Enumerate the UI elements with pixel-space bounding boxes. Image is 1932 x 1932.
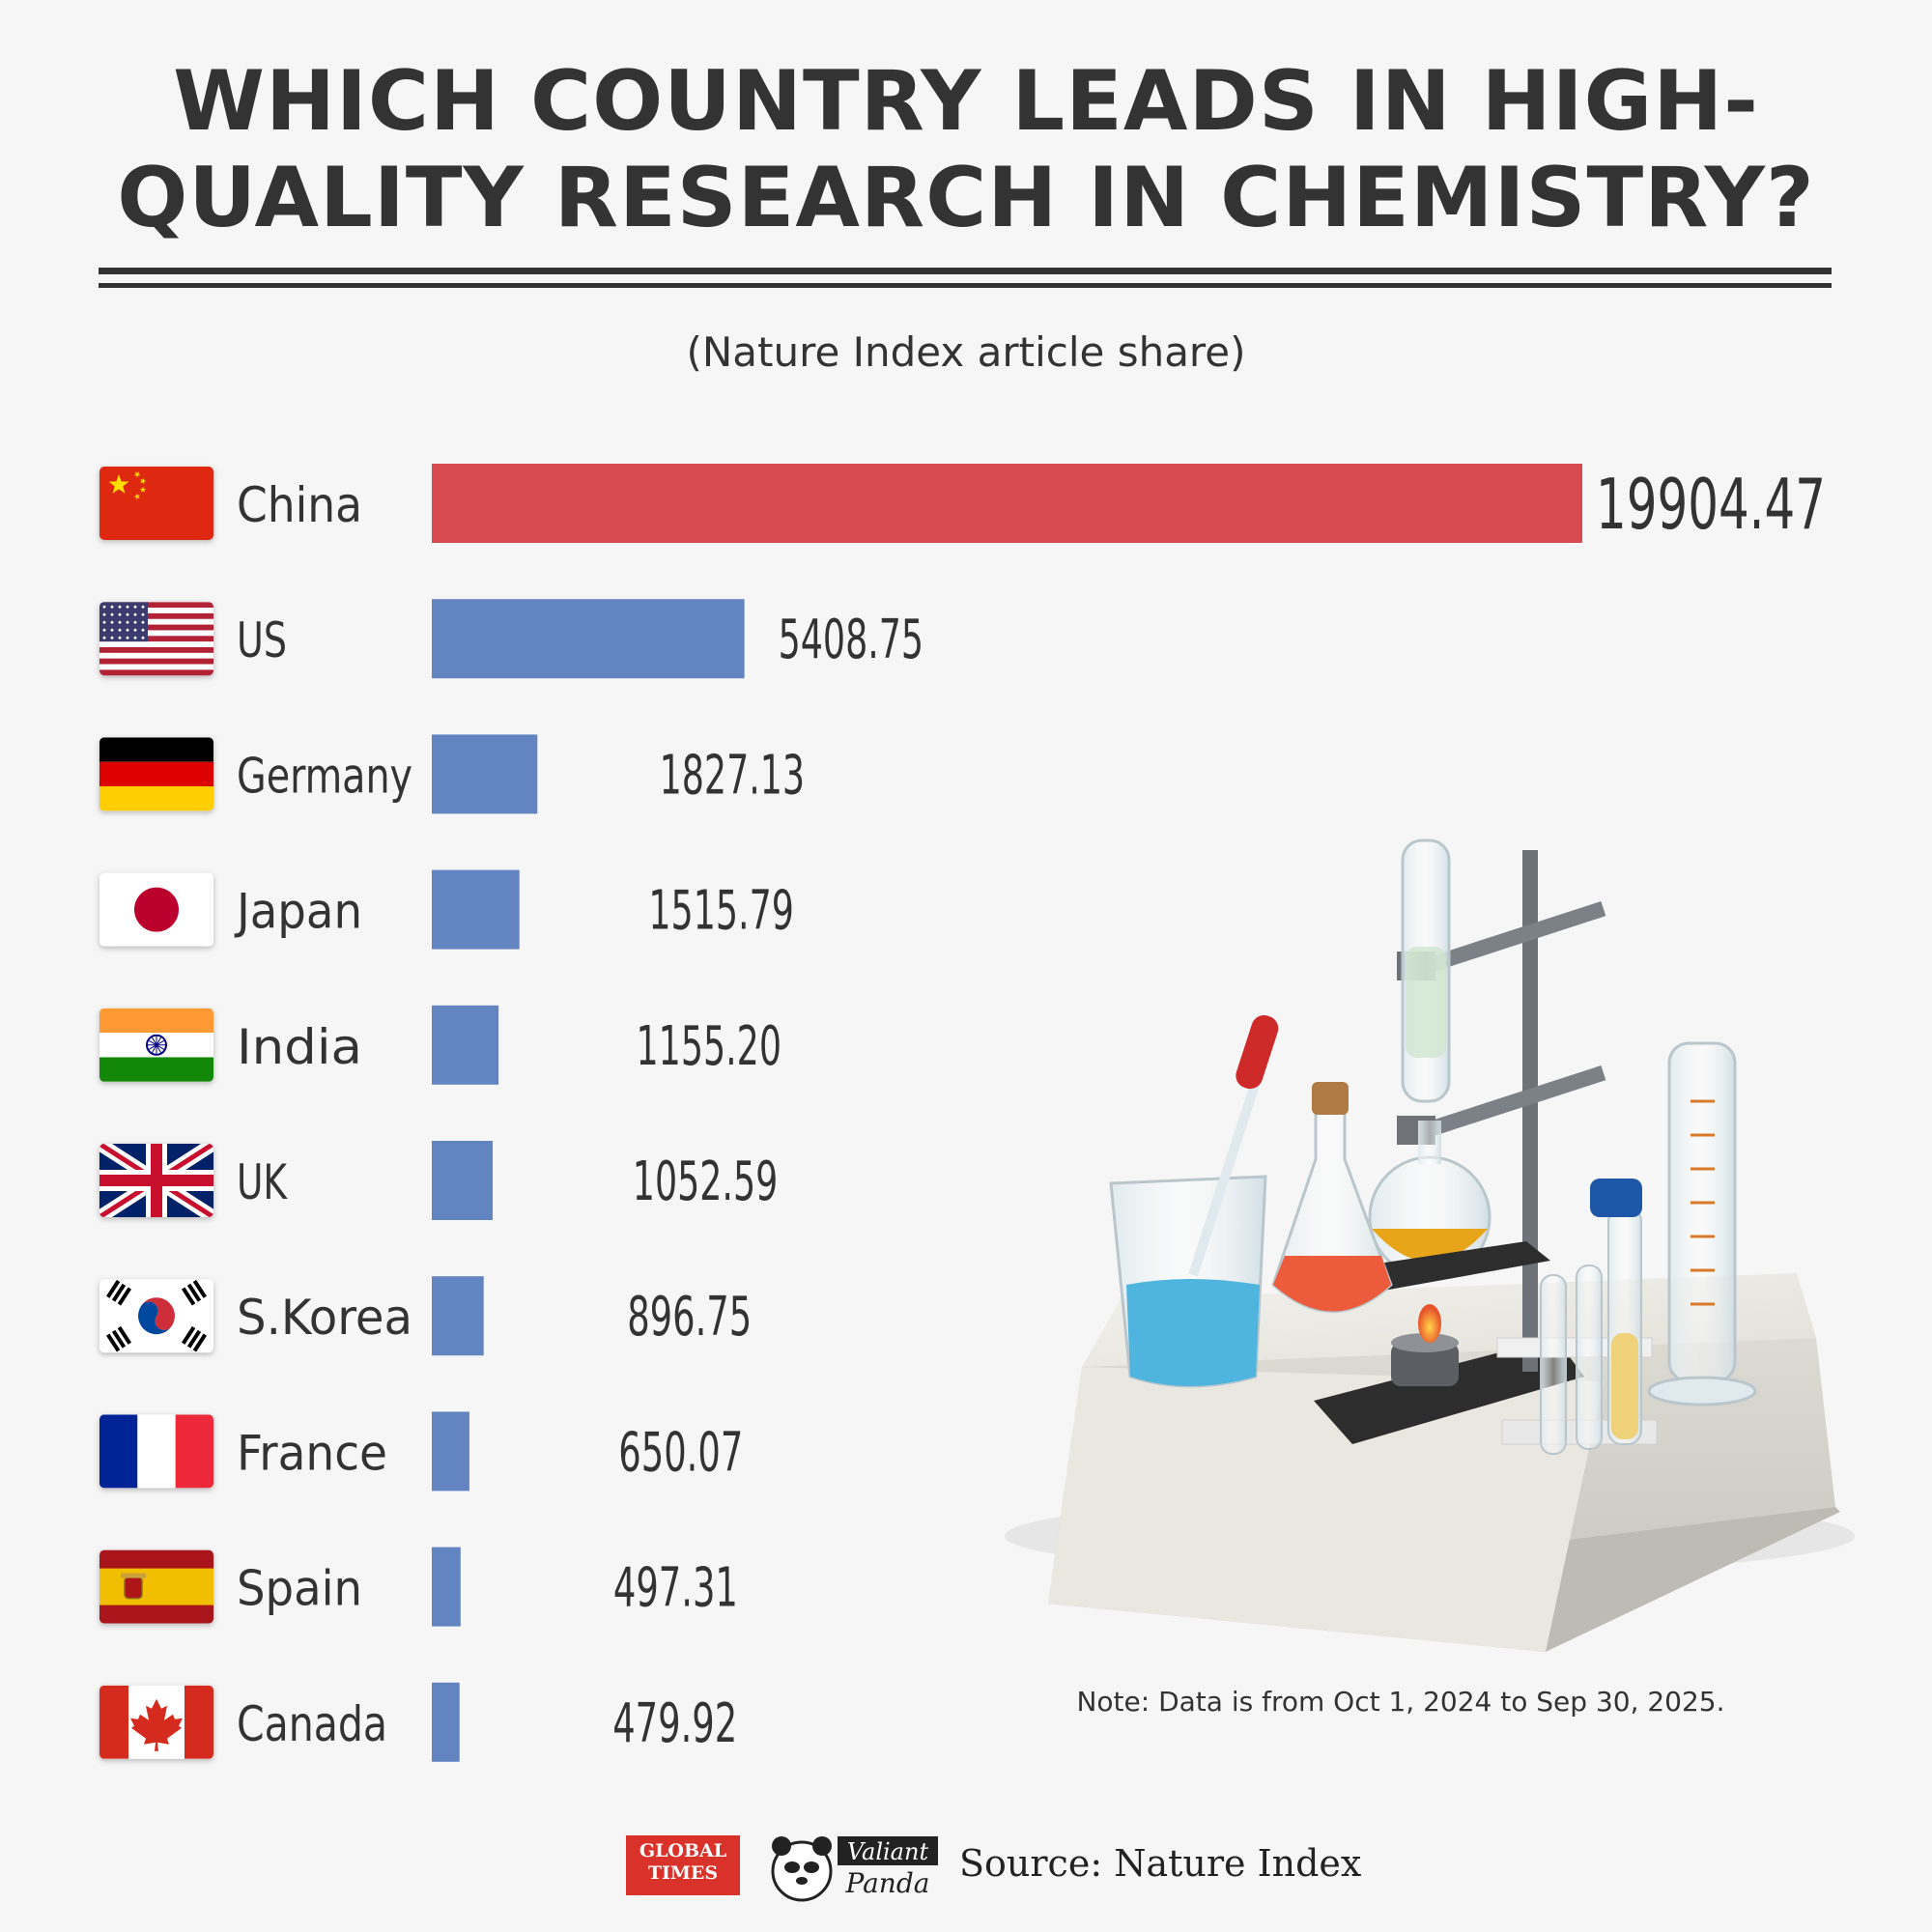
category-label-spain: Spain (237, 1561, 362, 1617)
footer: GLOBAL TIMES Valiant Panda Source: Natur… (0, 1831, 1932, 1908)
category-label-india: India (237, 1019, 362, 1075)
value-label-france: 650.07 (618, 1421, 743, 1484)
global-times-logo: GLOBAL TIMES (626, 1835, 740, 1895)
india-flag-icon (99, 1008, 213, 1082)
title-rule-thin (99, 283, 1832, 288)
value-label-us: 5408.75 (779, 609, 924, 671)
south-korea-flag-icon (99, 1279, 213, 1353)
title-rule-thick (99, 268, 1832, 274)
bar-japan (432, 869, 520, 950)
value-label-china: 19904.47 (1596, 464, 1826, 545)
category-label-china: China (237, 477, 362, 533)
spain-flag-icon (99, 1549, 213, 1624)
value-label-japan: 1515.79 (648, 880, 794, 943)
category-label-uk: UK (237, 1154, 288, 1210)
value-label-canada: 479.92 (612, 1692, 737, 1755)
category-label-us: US (237, 612, 287, 668)
bar-china (432, 464, 1582, 543)
value-label-uk: 1052.59 (633, 1151, 779, 1213)
panda-logo-line2: Panda (845, 1867, 930, 1899)
bar-spain (432, 1547, 461, 1627)
valiant-panda-logo: Valiant Panda (771, 1836, 938, 1902)
chart-title: WHICH COUNTRY LEADS IN HIGH-QUALITY RESE… (117, 53, 1815, 246)
category-label-japan: Japan (234, 884, 362, 940)
category-label-canada: Canada (237, 1696, 387, 1752)
value-label-germany: 1827.13 (660, 744, 806, 807)
category-label-s-korea: S.Korea (237, 1290, 412, 1346)
global-times-logo-line2: TIMES (647, 1862, 719, 1884)
category-label-france: France (237, 1425, 387, 1481)
bar-germany (432, 734, 538, 814)
value-label-s-korea: 896.75 (627, 1286, 752, 1349)
value-label-india: 1155.20 (637, 1015, 782, 1078)
canada-flag-icon (99, 1685, 213, 1759)
data-note: Note: Data is from Oct 1, 2024 to Sep 30… (1076, 1686, 1725, 1718)
germany-flag-icon (99, 737, 213, 811)
us-flag-icon (99, 602, 213, 676)
china-flag-icon (99, 467, 213, 540)
bar-uk (432, 1141, 493, 1220)
bar-s-korea (432, 1276, 484, 1356)
panda-logo-line1: Valiant (847, 1838, 929, 1865)
chart-subtitle: (Nature Index article share) (686, 328, 1246, 376)
value-label-spain: 497.31 (613, 1557, 738, 1620)
uk-flag-icon (99, 1144, 213, 1217)
bar-canada (432, 1682, 460, 1762)
global-times-logo-line1: GLOBAL (639, 1840, 727, 1861)
bar-india (432, 1005, 499, 1085)
category-label-germany: Germany (237, 748, 412, 804)
france-flag-icon (99, 1414, 213, 1489)
lab-equipment-illustration (1005, 838, 1855, 1652)
source-credit: Source: Nature Index (959, 1842, 1362, 1885)
bar-france (432, 1411, 469, 1492)
bar-us (432, 599, 745, 679)
japan-flag-icon (99, 872, 213, 947)
